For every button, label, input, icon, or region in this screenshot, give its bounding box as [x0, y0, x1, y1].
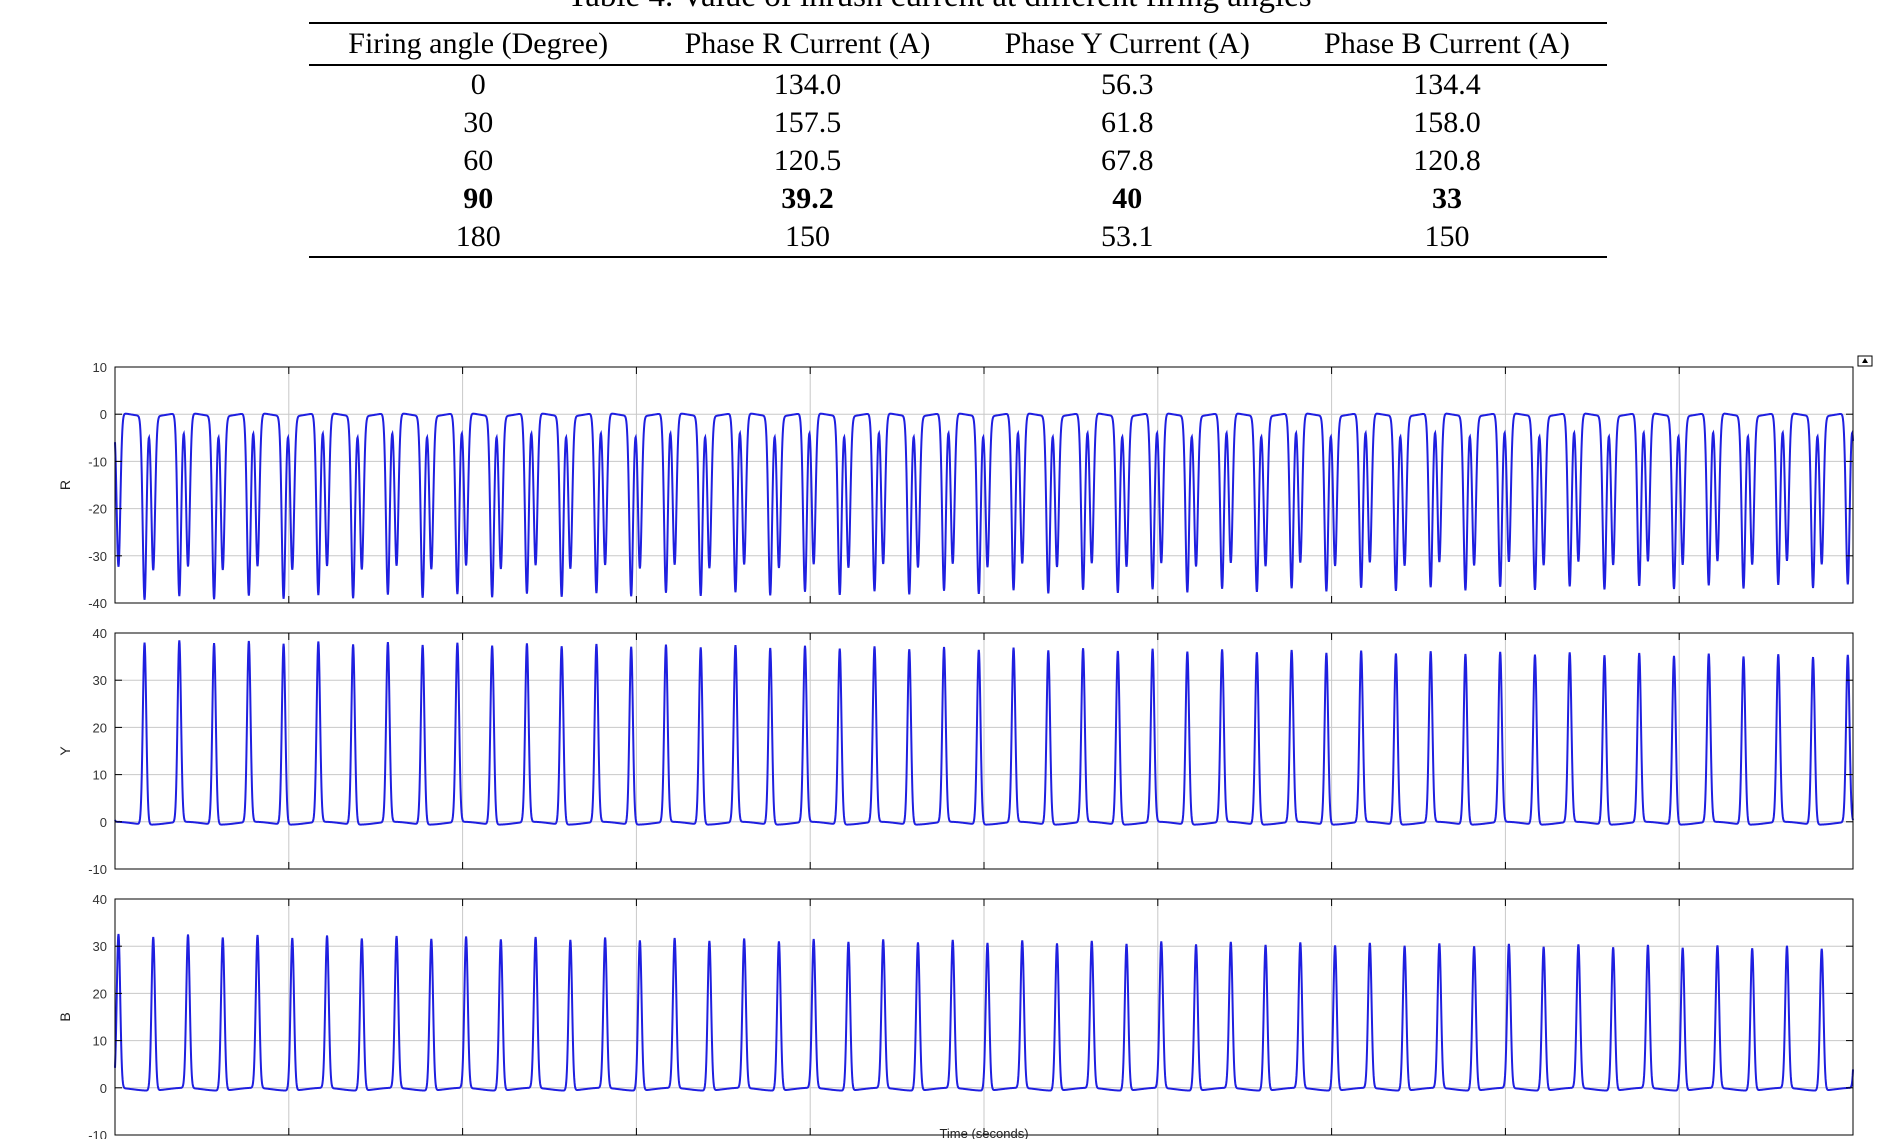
table-cell: 39.2: [781, 182, 834, 215]
table-cell: 180: [309, 218, 648, 258]
header-phase-y: Phase Y Current (A): [967, 23, 1287, 66]
table-caption: Table 4. Value of inrush current at diff…: [0, 0, 1879, 15]
y-tick-label: -30: [88, 549, 107, 564]
table-row: 180 150 53.1 150: [309, 218, 1607, 258]
table-cell: 40: [1112, 182, 1143, 215]
table-row: 30 157.5 61.8 158.0: [309, 104, 1607, 142]
table-cell: 134.4: [1413, 68, 1481, 101]
y-tick-label: 10: [93, 360, 107, 375]
y-tick-label: -10: [88, 862, 107, 877]
table-cell: 90: [463, 182, 494, 215]
y-tick-label: 40: [93, 626, 107, 641]
table-header-row: Firing angle (Degree) Phase R Current (A…: [309, 23, 1607, 66]
y-tick-label: -10: [88, 1128, 107, 1139]
y-tick-label: -40: [88, 596, 107, 611]
y-tick-label: 0: [100, 1081, 107, 1096]
table-cell: 61.8: [1100, 106, 1154, 139]
table-cell: 158.0: [1413, 106, 1481, 139]
waveform-r: [114, 412, 1854, 600]
y-tick-label: 20: [93, 720, 107, 735]
y-tick-label: 40: [93, 892, 107, 907]
header-firing-angle: Firing angle (Degree): [309, 23, 648, 66]
y-axis-label: Y: [57, 746, 73, 756]
table-cell: 150: [1286, 218, 1607, 258]
scope-figure: 10 0 -10 -20 -30 -40 R 40 30 20 10 0 -10 Y 40 30 20 10 0 -1…: [57, 355, 1873, 1139]
table-cell: 134.0: [773, 68, 842, 101]
table-cell: 0: [470, 68, 486, 101]
y-tick-label: 10: [93, 768, 107, 783]
table-row: 0 134.0 56.3 134.4: [309, 65, 1607, 104]
header-phase-b: Phase B Current (A): [1286, 23, 1607, 66]
waveform-y: [114, 640, 1854, 826]
table-cell: 157.5: [773, 106, 842, 139]
table-cell: 33: [1431, 182, 1462, 215]
scope-dock-icon[interactable]: [1857, 355, 1873, 367]
y-axis-label: B: [57, 1012, 73, 1021]
table-cell: 120.8: [1413, 144, 1481, 177]
y-axis-label: R: [57, 480, 73, 490]
y-tick-label: 0: [100, 407, 107, 422]
table-cell: 53.1: [967, 218, 1287, 258]
header-phase-r: Phase R Current (A): [647, 23, 968, 66]
table-cell: 67.8: [1100, 144, 1154, 177]
y-tick-label: -10: [88, 454, 107, 469]
table-cell: 60: [463, 144, 494, 177]
y-tick-label: 30: [93, 673, 107, 688]
y-tick-label: -20: [88, 502, 107, 517]
table-row: 60 120.5 67.8 120.8: [309, 142, 1607, 180]
inrush-current-table: Firing angle (Degree) Phase R Current (A…: [309, 22, 1607, 258]
x-axis-label: Time (seconds): [939, 1126, 1028, 1139]
y-tick-label: 30: [93, 939, 107, 954]
table-cell: 56.3: [1100, 68, 1154, 101]
y-tick-label: 0: [100, 815, 107, 830]
table-cell: 150: [647, 218, 968, 258]
waveform-b: [114, 933, 1854, 1092]
y-tick-label: 20: [93, 986, 107, 1001]
table-row-highlighted: 90 39.2 40 33: [309, 180, 1607, 218]
table-cell: 120.5: [773, 144, 842, 177]
table-cell: 30: [463, 106, 494, 139]
y-tick-label: 10: [93, 1034, 107, 1049]
